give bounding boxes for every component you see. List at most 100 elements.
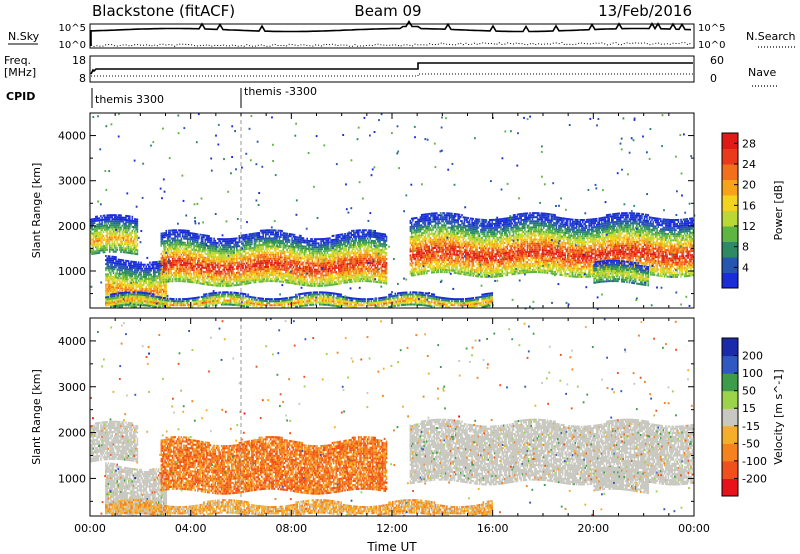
heatmap-cell [178,271,180,274]
heatmap-cell [249,265,252,268]
heatmap-cell [258,264,261,267]
heatmap-cell [241,257,243,259]
heatmap-cell [251,271,253,274]
heatmap-cell [102,224,105,227]
heatmap-cell [185,235,188,238]
heatmap-cell [215,250,218,253]
heatmap-cell [117,258,120,261]
heatmap-cell [152,277,155,280]
heatmap-cell [156,267,159,270]
heatmap-cell [189,272,191,275]
heatmap-cell [227,282,229,285]
heatmap-cell [163,232,165,235]
heatmap-cell [159,278,161,281]
heatmap-cell [262,235,264,238]
heatmap-cell [136,218,139,221]
heatmap-cell [258,250,261,253]
heatmap-cell [108,289,111,292]
heatmap-cell [228,238,230,241]
heatmap-cell [311,268,314,271]
heatmap-cell [257,262,259,265]
heatmap-cell [188,244,190,247]
heatmap-cell [228,272,230,275]
heatmap-cell [160,257,163,259]
heatmap-cell [122,261,125,264]
heatmap-cell [184,272,186,275]
heatmap-cell [217,238,219,240]
heatmap-cell [179,235,181,238]
heatmap-cell [159,281,161,283]
heatmap-cell [115,232,117,235]
heatmap-cell [242,262,244,265]
heatmap-cell [159,303,161,306]
heatmap-cell [236,237,238,240]
heatmap-cell [234,245,237,248]
heatmap-cell [239,257,242,260]
heatmap-cell [98,219,101,222]
heatmap-cell [218,248,220,251]
heatmap-cell [120,265,122,268]
heatmap-cell [113,278,116,281]
heatmap-cell [254,258,257,261]
heatmap-cell [210,251,213,254]
heatmap-cell [251,275,253,278]
heatmap-cell [113,280,116,283]
heatmap-cell [96,219,98,222]
heatmap-cell [115,246,117,249]
heatmap-cell [200,252,203,255]
heatmap-cell [241,254,243,257]
heatmap-cell [199,268,202,271]
heatmap-cell [238,275,241,278]
heatmap-cell [168,250,170,252]
heatmap-cell [171,239,174,242]
heatmap-cell [188,258,190,261]
heatmap-cell [136,245,139,247]
heatmap-cell [212,249,214,252]
heatmap-cell [98,249,101,252]
heatmap-cell [234,239,237,242]
heatmap-cell [194,245,196,248]
heatmap-cell [174,253,176,256]
heatmap-cell [193,244,195,247]
heatmap-cell [150,267,152,270]
heatmap-cell [124,279,126,282]
heatmap-cell [292,266,295,269]
heatmap-cell [97,249,100,252]
heatmap-cell [262,256,264,258]
heatmap-cell [217,260,219,263]
heatmap-cell [149,283,151,286]
heatmap-cell [369,278,371,281]
heatmap-cell [121,273,124,276]
heatmap-cell [184,280,186,283]
heatmap-cell [350,236,353,239]
heatmap-cell [202,258,204,261]
heatmap-cell [171,241,174,244]
heatmap-cell [132,287,135,290]
heatmap-cell [115,220,117,223]
heatmap-cell [103,247,106,250]
heatmap-cell [310,266,312,269]
heatmap-cell [118,242,121,245]
heatmap-cell [188,278,190,281]
heatmap-cell [326,258,329,260]
heatmap-cell [257,268,259,271]
heatmap-cell [244,272,247,275]
heatmap-cell [213,247,215,250]
heatmap-cell [238,257,241,260]
heatmap-cell [228,276,230,279]
heatmap-cell [150,290,152,292]
heatmap-cell [256,264,258,267]
heatmap-cell [173,243,175,246]
heatmap-cell [186,258,189,261]
heatmap-cell [136,283,139,286]
heatmap-cell [161,275,164,278]
heatmap-cell [344,261,346,264]
heatmap-cell [291,268,293,270]
heatmap-cell [129,223,131,226]
heatmap-cell [350,232,353,235]
heatmap-cell [293,248,296,251]
heatmap-cell [116,278,118,281]
heatmap-cell [322,240,325,242]
heatmap-cell [254,232,257,235]
heatmap-cell [170,276,173,279]
